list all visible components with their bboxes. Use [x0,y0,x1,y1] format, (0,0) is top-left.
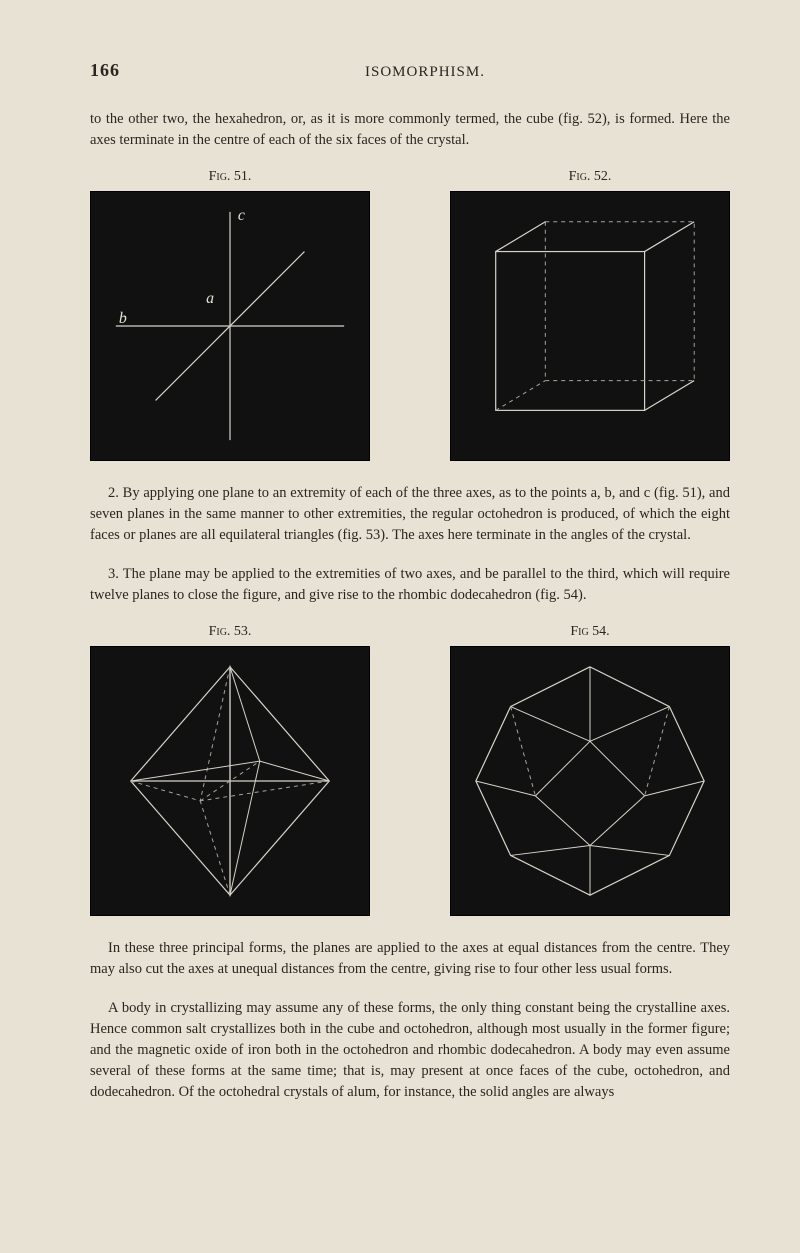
figure-row-1: Fig. 51. c a b Fig. 52. [90,169,730,461]
figure-54-image [450,646,730,916]
figure-52-caption: Fig. 52. [450,169,730,185]
figure-54: Fig 54. [450,624,730,916]
paragraph-5: A body in crystallizing may assume any o… [90,998,730,1103]
paragraph-4: In these three principal forms, the plan… [90,938,730,980]
axis-label-b: b [119,310,127,327]
paragraph-1: to the other two, the hexahedron, or, as… [90,109,730,151]
running-header: 166 ISOMORPHISM. [90,60,730,81]
paragraph-3: 3. The plane may be applied to the extre… [90,564,730,606]
axis-label-a: a [206,290,214,307]
page: 166 ISOMORPHISM. to the other two, the h… [0,0,800,1171]
figure-52: Fig. 52. [450,169,730,461]
figure-51-caption: Fig. 51. [90,169,370,185]
figure-53-caption: Fig. 53. [90,624,370,640]
figure-51: Fig. 51. c a b [90,169,370,461]
figure-52-image [450,191,730,461]
paragraph-2: 2. By applying one plane to an extremity… [90,483,730,546]
figure-53-image [90,646,370,916]
axis-label-c: c [238,207,245,224]
page-number: 166 [90,60,120,81]
figure-row-2: Fig. 53. [90,624,730,916]
figure-54-caption: Fig 54. [450,624,730,640]
chapter-title: ISOMORPHISM. [120,64,730,81]
figure-51-image: c a b [90,191,370,461]
figure-53: Fig. 53. [90,624,370,916]
